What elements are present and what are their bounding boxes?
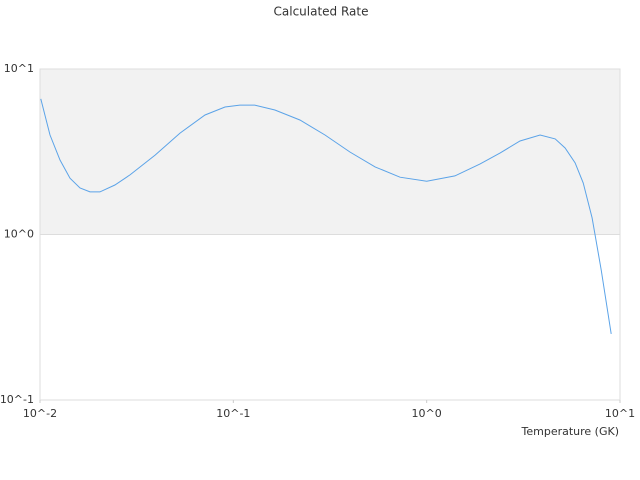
x-tick-label: 10^-1 bbox=[216, 407, 250, 420]
x-tick-label: 10^-2 bbox=[23, 407, 57, 420]
x-tick-label: 10^0 bbox=[412, 407, 442, 420]
chart-title: Calculated Rate bbox=[274, 5, 369, 19]
line bbox=[40, 98, 612, 334]
x-axis-label: Temperature (GK) bbox=[521, 425, 620, 438]
y-tick-label: 10^0 bbox=[4, 228, 34, 241]
y-tick-label: 10^-1 bbox=[0, 393, 34, 406]
shaded-band bbox=[40, 69, 620, 235]
y-tick-label: 10^1 bbox=[4, 62, 34, 75]
x-tick-label: 10^1 bbox=[605, 407, 635, 420]
